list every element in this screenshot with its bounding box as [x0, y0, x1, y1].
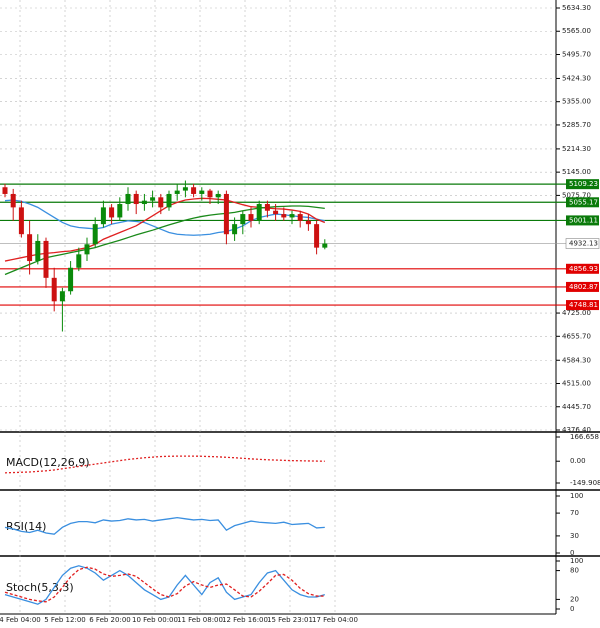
y-tick-label: 0 [570, 605, 574, 613]
candle-body [232, 224, 238, 235]
candle-body [248, 214, 254, 221]
candle-body [27, 234, 33, 262]
y-tick-label: 20 [570, 595, 579, 603]
stoch-label: Stoch(5,3,3) [6, 581, 74, 594]
x-tick-label: 10 Feb 00:00 [132, 616, 178, 624]
candle-body [2, 187, 8, 194]
y-tick-label: 0 [570, 549, 574, 557]
candle-body [322, 243, 328, 248]
last-price-label: 4932.13 [569, 240, 598, 248]
level-label-box [566, 197, 599, 208]
x-tick-label: 15 Feb 23:01 [267, 616, 313, 624]
y-tick-label: 4725.00 [562, 309, 591, 317]
candle-body [51, 277, 57, 302]
candle-body [314, 224, 320, 248]
x-tick-label: 4 Feb 04:00 [0, 616, 41, 624]
candle-body [281, 214, 287, 218]
macd-line [4, 455, 325, 474]
candle-body [207, 190, 213, 198]
y-tick-label: 4515.00 [562, 380, 591, 388]
x-tick-label: 11 Feb 08:00 [177, 616, 223, 624]
moving-average [4, 197, 326, 262]
y-tick-label: 4584.30 [562, 356, 591, 364]
y-tick-label: 0.00 [570, 457, 586, 465]
y-tick-label: 5565.00 [562, 27, 591, 35]
candle-body [109, 207, 115, 218]
y-tick-label: 4655.70 [562, 332, 591, 340]
level-label-box [566, 300, 599, 311]
level-label: 5109.23 [569, 180, 598, 188]
stoch-line [4, 565, 325, 605]
y-tick-label: 5495.70 [562, 50, 591, 58]
candle-body [35, 240, 41, 262]
x-tick-label: 17 Feb 04:00 [312, 616, 358, 624]
candle-body [133, 193, 139, 205]
level-label-box [566, 179, 599, 190]
candle-body [150, 197, 156, 201]
candle-body [166, 193, 172, 208]
x-tick-label: 6 Feb 20:00 [89, 616, 130, 624]
y-tick-label: 30 [570, 532, 579, 540]
y-tick-label: 70 [570, 509, 579, 517]
candle-body [191, 187, 197, 194]
x-tick-label: 5 Feb 12:00 [44, 616, 85, 624]
candle-body [10, 193, 16, 208]
last-price-box [565, 238, 600, 249]
candle-body [289, 214, 295, 218]
candle-body [141, 200, 147, 205]
y-tick-label: 5214.30 [562, 145, 591, 153]
candle-body [256, 204, 262, 221]
candle-body [305, 220, 311, 225]
stoch-line [4, 566, 325, 603]
candle-body [76, 254, 82, 268]
candle-body [264, 204, 270, 211]
candle-body [297, 214, 303, 221]
plot-background [0, 0, 556, 614]
candle-body [43, 240, 49, 278]
rsi-line [4, 517, 325, 535]
y-tick-label: 5355.00 [562, 98, 591, 106]
candle-body [68, 267, 74, 292]
candle-body [240, 214, 246, 225]
x-tick-label: 12 Feb 16:00 [222, 616, 268, 624]
candle-body [84, 244, 90, 255]
candle-body [182, 187, 188, 191]
level-label-box [566, 215, 599, 226]
y-tick-label: 100 [570, 557, 583, 565]
y-tick-label: 166.658 [570, 433, 599, 441]
y-tick-label: 5285.70 [562, 121, 591, 129]
level-label: 4802.87 [569, 283, 598, 291]
candle-body [215, 193, 221, 198]
y-tick-label: 100 [570, 492, 583, 500]
level-label-box [566, 263, 599, 274]
y-tick-label: 5424.30 [562, 74, 591, 82]
y-tick-label: 4445.70 [562, 403, 591, 411]
candle-body [59, 291, 65, 302]
macd-label: MACD(12,26,9) [6, 456, 90, 469]
level-label-box [566, 281, 599, 292]
level-label: 5055.17 [569, 198, 598, 206]
candle-body [273, 210, 279, 215]
y-tick-label: -149.908 [570, 479, 600, 487]
candle-body [92, 224, 98, 245]
y-tick-label: 80 [570, 567, 579, 575]
y-tick-label: 4376.40 [562, 426, 591, 434]
level-label: 5001.11 [569, 216, 598, 224]
y-tick-label: 5075.70 [562, 191, 591, 199]
moving-average [4, 205, 325, 276]
level-label: 4748.81 [569, 301, 598, 309]
candle-body [199, 190, 205, 194]
candle-body [117, 204, 123, 218]
level-label: 4856.93 [569, 265, 598, 273]
candle-body [125, 193, 131, 205]
candle-body [18, 207, 24, 235]
candle-body [223, 193, 229, 235]
candle-body [174, 190, 180, 194]
moving-average [4, 199, 325, 236]
candle-body [158, 197, 164, 208]
y-tick-label: 5145.00 [562, 168, 591, 176]
candle-body [100, 207, 106, 225]
y-tick-label: 5634.30 [562, 4, 591, 12]
